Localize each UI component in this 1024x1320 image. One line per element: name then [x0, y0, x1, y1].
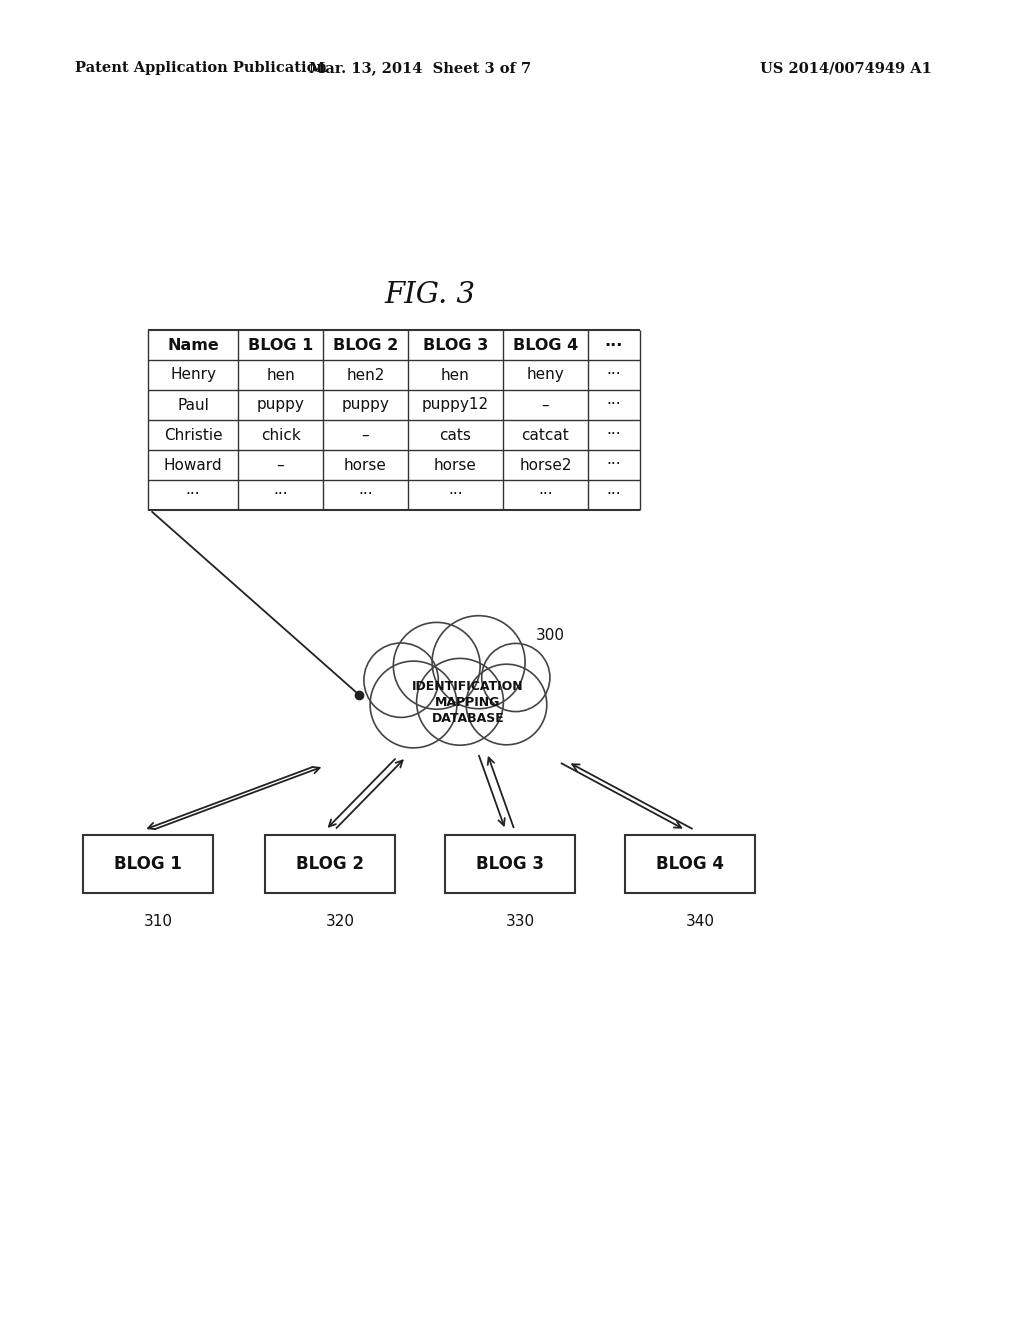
Text: horse: horse	[344, 458, 387, 473]
Text: ···: ···	[358, 487, 373, 503]
Text: BLOG 1: BLOG 1	[248, 338, 313, 352]
Text: hen: hen	[441, 367, 470, 383]
Circle shape	[481, 643, 550, 711]
Text: Christie: Christie	[164, 428, 222, 442]
Circle shape	[364, 643, 438, 717]
FancyBboxPatch shape	[625, 836, 755, 894]
Text: BLOG 3: BLOG 3	[423, 338, 488, 352]
Text: FIG. 3: FIG. 3	[384, 281, 475, 309]
Text: BLOG 4: BLOG 4	[513, 338, 579, 352]
Text: ···: ···	[185, 487, 201, 503]
Text: DATABASE: DATABASE	[432, 711, 505, 725]
Circle shape	[432, 615, 525, 709]
Text: MAPPING: MAPPING	[435, 696, 501, 709]
Text: cats: cats	[439, 428, 471, 442]
Text: 330: 330	[506, 913, 535, 928]
Text: BLOG 2: BLOG 2	[333, 338, 398, 352]
Text: puppy12: puppy12	[422, 397, 489, 412]
Text: heny: heny	[526, 367, 564, 383]
Text: 320: 320	[326, 913, 354, 928]
Text: Patent Application Publication: Patent Application Publication	[75, 61, 327, 75]
Text: IDENTIFICATION: IDENTIFICATION	[413, 680, 524, 693]
Text: ···: ···	[606, 487, 622, 503]
Text: ···: ···	[606, 367, 622, 383]
Text: BLOG 3: BLOG 3	[476, 855, 544, 873]
Text: chick: chick	[261, 428, 300, 442]
Text: 300: 300	[536, 627, 564, 643]
Text: horse2: horse2	[519, 458, 571, 473]
Text: BLOG 4: BLOG 4	[656, 855, 724, 873]
Text: hen2: hen2	[346, 367, 385, 383]
Text: ···: ···	[273, 487, 288, 503]
Text: Henry: Henry	[170, 367, 216, 383]
Text: ···: ···	[449, 487, 463, 503]
Text: Howard: Howard	[164, 458, 222, 473]
Circle shape	[370, 661, 457, 748]
FancyBboxPatch shape	[445, 836, 575, 894]
Text: horse: horse	[434, 458, 477, 473]
Text: puppy: puppy	[257, 397, 304, 412]
Circle shape	[466, 664, 547, 744]
Text: ···: ···	[605, 338, 624, 352]
Text: ···: ···	[539, 487, 553, 503]
Text: BLOG 1: BLOG 1	[114, 855, 182, 873]
Text: Paul: Paul	[177, 397, 209, 412]
Text: –: –	[361, 428, 370, 442]
Text: 310: 310	[143, 913, 172, 928]
Text: Mar. 13, 2014  Sheet 3 of 7: Mar. 13, 2014 Sheet 3 of 7	[309, 61, 531, 75]
Text: BLOG 2: BLOG 2	[296, 855, 364, 873]
Circle shape	[393, 623, 480, 709]
Text: puppy: puppy	[342, 397, 389, 412]
Text: –: –	[276, 458, 285, 473]
Text: –: –	[542, 397, 549, 412]
Text: Name: Name	[167, 338, 219, 352]
Text: ···: ···	[606, 458, 622, 473]
Text: ···: ···	[606, 397, 622, 412]
Text: hen: hen	[266, 367, 295, 383]
FancyBboxPatch shape	[83, 836, 213, 894]
Text: 340: 340	[685, 913, 715, 928]
Text: catcat: catcat	[521, 428, 569, 442]
Text: US 2014/0074949 A1: US 2014/0074949 A1	[760, 61, 932, 75]
FancyBboxPatch shape	[265, 836, 395, 894]
Circle shape	[417, 659, 504, 746]
Text: ···: ···	[606, 428, 622, 442]
